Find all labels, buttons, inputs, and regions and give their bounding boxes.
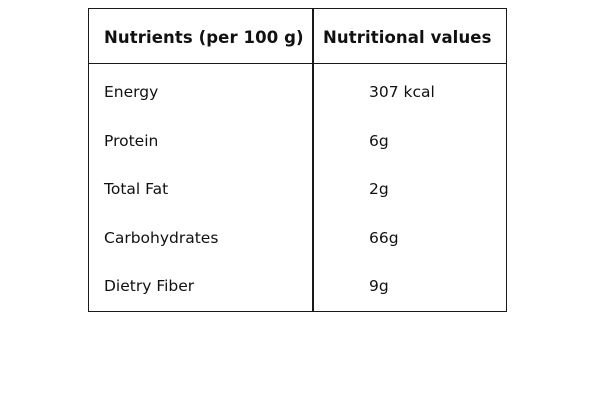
nutrition-table: Nutrients (per 100 g) Nutritional values… xyxy=(88,8,507,312)
table-row: Total Fat 2g xyxy=(89,165,506,214)
nutrient-value: 2g xyxy=(369,180,389,198)
table-row: Carbohydrates 66g xyxy=(89,214,506,263)
nutrient-name: Protein xyxy=(104,131,159,150)
nutrient-name: Energy xyxy=(104,83,159,101)
table-header-row: Nutrients (per 100 g) Nutritional values xyxy=(89,9,506,64)
nutrient-value: 6g xyxy=(369,131,389,150)
nutrient-name: Total Fat xyxy=(104,180,169,198)
header-nutrients: Nutrients (per 100 g) xyxy=(104,28,304,47)
table-row: Protein 6g xyxy=(89,117,506,166)
table-body: Energy 307 kcal Protein 6g Total Fat 2g … xyxy=(89,68,506,311)
table-row: Dietry Fiber 9g xyxy=(89,262,506,311)
nutrient-name: Dietry Fiber xyxy=(104,277,195,295)
nutrient-name: Carbohydrates xyxy=(104,228,219,247)
header-nutritional-values: Nutritional values xyxy=(323,28,492,47)
table-row: Energy 307 kcal xyxy=(89,68,506,117)
column-divider xyxy=(312,9,314,311)
nutrient-value: 66g xyxy=(369,228,399,247)
nutrient-value: 307 kcal xyxy=(369,83,435,101)
nutrient-value: 9g xyxy=(369,277,389,295)
